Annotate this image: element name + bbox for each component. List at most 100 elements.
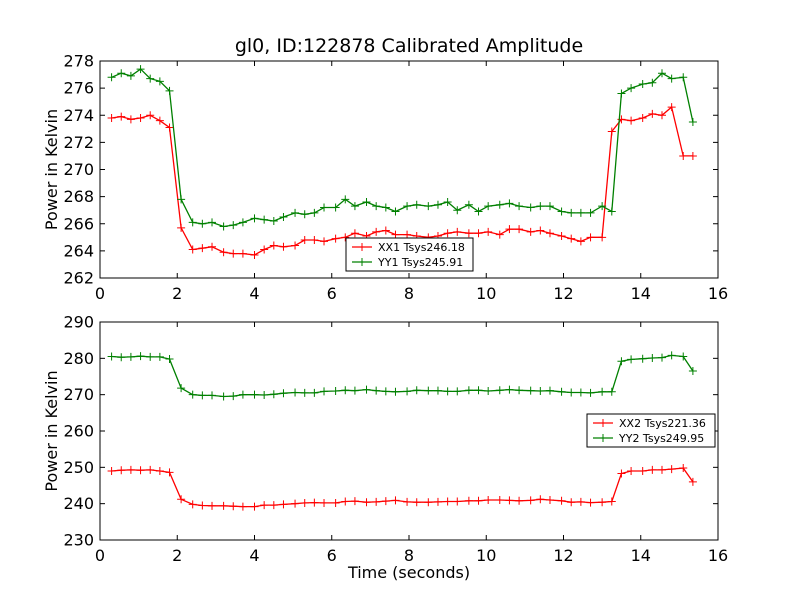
bottom-data-point xyxy=(381,497,390,506)
top-data-point xyxy=(372,227,381,236)
bottom-data-point xyxy=(679,464,688,473)
top-data-point xyxy=(679,73,688,82)
top-data-point xyxy=(657,69,666,78)
bottom-data-point xyxy=(269,501,278,510)
top-series-line-2 xyxy=(111,68,694,228)
top-data-point xyxy=(484,202,493,211)
bottom-data-point xyxy=(627,355,636,364)
bottom-data-point xyxy=(657,353,666,362)
top-data-point xyxy=(177,223,186,232)
bottom-y-tick-label: 290 xyxy=(63,313,94,332)
top-data-point xyxy=(586,233,595,242)
bottom-data-point xyxy=(505,496,514,505)
top-data-point xyxy=(536,202,545,211)
bottom-data-point xyxy=(515,496,524,505)
top-legend-marker xyxy=(358,258,366,266)
bottom-data-point xyxy=(557,387,566,396)
top-y-tick-label: 262 xyxy=(63,269,94,288)
top-data-point xyxy=(688,151,697,160)
bottom-data-point xyxy=(688,477,697,486)
top-data-point xyxy=(505,225,514,234)
top-data-point xyxy=(648,78,657,87)
bottom-data-point xyxy=(424,386,433,395)
bottom-data-point xyxy=(627,466,636,475)
bottom-data-point xyxy=(505,385,514,394)
bottom-data-point xyxy=(403,387,412,396)
top-data-point xyxy=(484,227,493,236)
bottom-data-point xyxy=(362,498,371,507)
chart-title: gl0, ID:122878 Calibrated Amplitude xyxy=(235,35,583,57)
top-data-point xyxy=(126,71,135,80)
bottom-legend xyxy=(586,413,716,448)
top-data-point xyxy=(165,123,174,132)
bottom-data-point xyxy=(607,387,616,396)
bottom-data-point xyxy=(362,385,371,394)
top-data-point xyxy=(188,218,197,227)
top-data-point xyxy=(219,222,228,231)
top-x-tick-label: 10 xyxy=(476,284,496,303)
top-y-tick-label: 268 xyxy=(63,187,94,206)
bottom-data-point xyxy=(136,466,145,475)
bottom-data-point xyxy=(279,389,288,398)
bottom-data-point xyxy=(453,387,462,396)
bottom-data-point xyxy=(188,390,197,399)
top-data-point xyxy=(403,230,412,239)
top-data-point xyxy=(269,241,278,250)
bottom-data-point xyxy=(291,499,300,508)
top-data-point xyxy=(177,195,186,204)
bottom-x-tick-label: 14 xyxy=(631,546,651,565)
bottom-data-point xyxy=(688,367,697,376)
top-data-point xyxy=(617,89,626,98)
top-data-point xyxy=(474,229,483,238)
bottom-data-point xyxy=(136,352,145,361)
top-y-axis-label: Power in Kelvin xyxy=(42,109,61,230)
bottom-data-point xyxy=(412,386,421,395)
top-data-point xyxy=(320,237,329,246)
bottom-data-point xyxy=(545,496,554,505)
bottom-data-point xyxy=(484,387,493,396)
bottom-y-tick-label: 240 xyxy=(63,494,94,513)
top-data-point xyxy=(598,202,607,211)
top-y-tick-label: 274 xyxy=(63,106,94,125)
bottom-data-point xyxy=(198,501,207,510)
top-x-tick-label: 8 xyxy=(404,284,414,303)
bottom-data-point xyxy=(107,352,116,361)
bottom-data-point xyxy=(320,498,329,507)
bottom-data-point xyxy=(341,497,350,506)
bottom-data-point xyxy=(526,496,535,505)
bottom-x-tick-label: 8 xyxy=(404,546,414,565)
bottom-data-point xyxy=(372,386,381,395)
top-data-point xyxy=(291,208,300,217)
bottom-data-point xyxy=(433,497,442,506)
bottom-data-point xyxy=(350,386,359,395)
bottom-data-point xyxy=(545,386,554,395)
top-x-tick-label: 4 xyxy=(249,284,259,303)
bottom-data-point xyxy=(464,496,473,505)
bottom-series-line-1 xyxy=(111,467,694,508)
top-data-point xyxy=(464,200,473,209)
top-legend xyxy=(345,237,474,272)
bottom-data-point xyxy=(474,386,483,395)
bottom-y-tick-label: 280 xyxy=(63,349,94,368)
top-data-point xyxy=(381,226,390,235)
bottom-legend-marker xyxy=(599,434,607,442)
top-data-point xyxy=(424,202,433,211)
top-data-point xyxy=(453,206,462,215)
bottom-data-point xyxy=(117,353,126,362)
top-data-point xyxy=(576,208,585,217)
top-data-point xyxy=(627,84,636,93)
bottom-data-point xyxy=(269,390,278,399)
bottom-data-point xyxy=(331,498,340,507)
top-data-point xyxy=(372,202,381,211)
bottom-data-point xyxy=(617,357,626,366)
bottom-data-point xyxy=(300,498,309,507)
bottom-data-point xyxy=(208,391,217,400)
top-data-point xyxy=(250,250,259,259)
top-data-point xyxy=(198,219,207,228)
top-data-point xyxy=(146,74,155,83)
bottom-data-point xyxy=(464,386,473,395)
bottom-data-point xyxy=(350,497,359,506)
top-data-point xyxy=(545,229,554,238)
top-data-point xyxy=(238,218,247,227)
